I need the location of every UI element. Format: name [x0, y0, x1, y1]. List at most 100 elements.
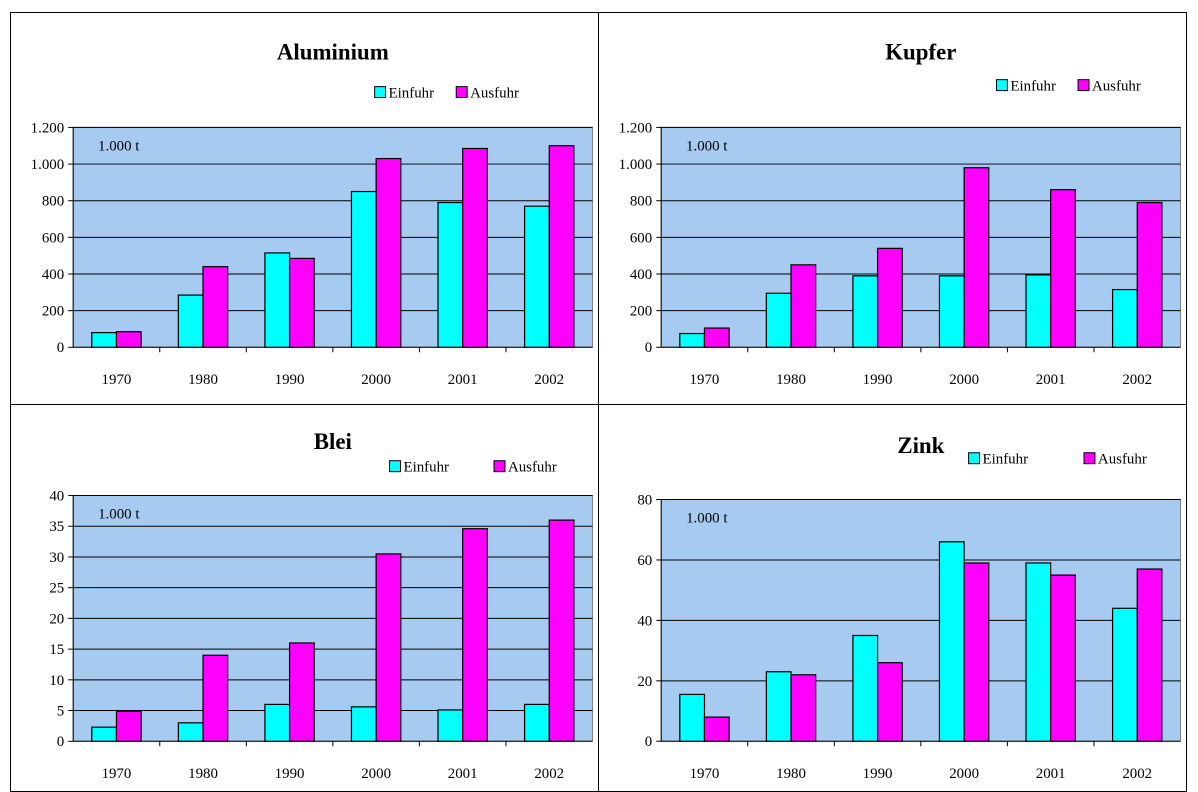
- bar-ausfuhr-2002: [548, 145, 575, 348]
- x-tick-label: 2000: [949, 766, 979, 782]
- y-tick-label: 1.000: [31, 157, 65, 173]
- y-tick-label: 600: [42, 230, 64, 246]
- bar-einfuhr-2000: [938, 275, 965, 348]
- y-tick-label: 1.200: [31, 120, 65, 136]
- bar-einfuhr-2001: [437, 201, 464, 348]
- bar-ausfuhr-2002: [1136, 201, 1163, 348]
- bar-einfuhr-1980: [177, 294, 204, 348]
- unit-label: 1.000 t: [98, 506, 140, 522]
- bar-einfuhr-1970: [91, 726, 118, 742]
- x-tick-label: 2002: [534, 372, 564, 388]
- bar-einfuhr-2000: [938, 541, 965, 742]
- x-tick-label: 1970: [102, 372, 132, 388]
- y-tick-label: 20: [637, 674, 652, 690]
- bar-einfuhr-1970: [91, 332, 118, 348]
- x-tick-label: 2001: [448, 372, 478, 388]
- bar-ausfuhr-2000: [375, 553, 402, 742]
- legend-label-ausfuhr: Ausfuhr: [1098, 452, 1147, 468]
- x-tick-label: 1990: [863, 372, 893, 388]
- legend-label-einfuhr: Einfuhr: [1010, 79, 1056, 95]
- legend-label-ausfuhr: Ausfuhr: [508, 460, 557, 476]
- bar-ausfuhr-2001: [462, 147, 488, 348]
- unit-label: 1.000 t: [686, 138, 728, 154]
- bar-einfuhr-1990: [264, 703, 291, 742]
- x-tick-label: 2001: [1036, 372, 1066, 388]
- unit-label: 1.000 t: [686, 510, 728, 526]
- bar-einfuhr-1980: [177, 722, 204, 742]
- unit-label: 1.000 t: [98, 138, 140, 154]
- bar-einfuhr-1970: [679, 693, 706, 742]
- y-tick-label: 800: [42, 194, 64, 210]
- y-tick-label: 200: [42, 304, 64, 320]
- chart-title: Aluminium: [277, 40, 389, 65]
- chart-panel-zink: Zink Einfuhr Ausfuhr 0 20 40 60 80 1.000 t 1970 19…: [598, 404, 1187, 792]
- bar-chart-2: Blei Einfuhr Ausfuhr 0 5 10 15 20 25 30 35 40 1.000 …: [49, 429, 594, 782]
- x-tick-label: 2001: [1036, 766, 1066, 782]
- bar-einfuhr-2002: [523, 205, 550, 348]
- legend-swatch-einfuhr: [968, 452, 981, 465]
- bar-ausfuhr-2001: [1050, 189, 1076, 348]
- y-tick-label: 40: [637, 613, 652, 629]
- bar-einfuhr-1970: [679, 332, 706, 348]
- legend-label-ausfuhr: Ausfuhr: [470, 86, 519, 102]
- bar-einfuhr-1990: [852, 634, 879, 742]
- chart-panel-blei: Blei Einfuhr Ausfuhr 0 5 10 15 20 25 30 35 40 1.000 …: [10, 404, 599, 792]
- x-tick-label: 2000: [361, 766, 391, 782]
- bar-chart-1: Kupfer Einfuhr Ausfuhr 0 200 400 600 800 1.000 1.…: [619, 40, 1182, 388]
- bar-ausfuhr-1980: [202, 266, 229, 348]
- y-tick-label: 0: [57, 734, 64, 750]
- x-tick-label: 1980: [776, 766, 806, 782]
- legend-swatch-einfuhr: [389, 460, 401, 473]
- x-tick-label: 2000: [361, 372, 391, 388]
- bar-einfuhr-1980: [765, 292, 792, 348]
- bar-einfuhr-2001: [1025, 562, 1052, 742]
- y-tick-label: 200: [630, 304, 652, 320]
- legend-swatch-ausfuhr: [1077, 79, 1090, 92]
- y-tick-label: 25: [49, 581, 64, 597]
- chart-title: Zink: [897, 433, 944, 458]
- y-tick-label: 600: [630, 230, 652, 246]
- legend-label-ausfuhr: Ausfuhr: [1092, 79, 1141, 95]
- legend-swatch-ausfuhr: [455, 86, 468, 99]
- legend-label-einfuhr: Einfuhr: [983, 452, 1029, 468]
- y-tick-label: 400: [630, 267, 652, 283]
- bar-ausfuhr-2001: [462, 528, 488, 742]
- bar-ausfuhr-1970: [703, 716, 730, 742]
- x-tick-label: 1970: [690, 372, 720, 388]
- bar-einfuhr-1990: [852, 275, 879, 348]
- bar-einfuhr-2000: [350, 706, 377, 742]
- x-tick-label: 1990: [275, 766, 305, 782]
- x-tick-label: 2002: [534, 766, 564, 782]
- y-tick-label: 35: [49, 519, 64, 535]
- bar-einfuhr-2002: [1111, 288, 1138, 348]
- legend-swatch-einfuhr: [374, 86, 387, 99]
- bar-einfuhr-2000: [350, 190, 377, 348]
- bar-chart-3: Zink Einfuhr Ausfuhr 0 20 40 60 80 1.000 t 1970 19…: [637, 433, 1182, 782]
- bar-chart-0: Aluminium Einfuhr Ausfuhr 0 200 400 600 800 1.00…: [31, 40, 594, 388]
- y-tick-label: 0: [57, 340, 64, 356]
- x-tick-label: 2002: [1122, 372, 1152, 388]
- x-tick-label: 1970: [102, 766, 132, 782]
- bar-ausfuhr-1980: [790, 674, 817, 742]
- bar-ausfuhr-1970: [115, 331, 142, 348]
- y-tick-label: 0: [645, 734, 652, 750]
- x-tick-label: 1980: [188, 766, 218, 782]
- y-tick-label: 5: [57, 704, 64, 720]
- bar-ausfuhr-1990: [288, 257, 315, 348]
- y-tick-label: 400: [42, 267, 64, 283]
- bar-ausfuhr-1970: [115, 710, 142, 742]
- bar-ausfuhr-1980: [202, 654, 229, 742]
- y-tick-label: 800: [630, 194, 652, 210]
- y-tick-label: 20: [49, 611, 64, 627]
- y-tick-label: 0: [645, 340, 652, 356]
- legend-swatch-ausfuhr: [493, 460, 506, 473]
- bar-ausfuhr-2001: [1050, 574, 1076, 742]
- x-tick-label: 1980: [776, 372, 806, 388]
- bar-einfuhr-1980: [765, 671, 792, 742]
- bar-einfuhr-2002: [1111, 607, 1138, 742]
- bar-ausfuhr-2000: [375, 157, 402, 348]
- x-tick-label: 2001: [448, 766, 478, 782]
- bar-einfuhr-2002: [523, 703, 550, 742]
- y-tick-label: 40: [49, 489, 64, 505]
- bar-ausfuhr-2002: [548, 519, 575, 742]
